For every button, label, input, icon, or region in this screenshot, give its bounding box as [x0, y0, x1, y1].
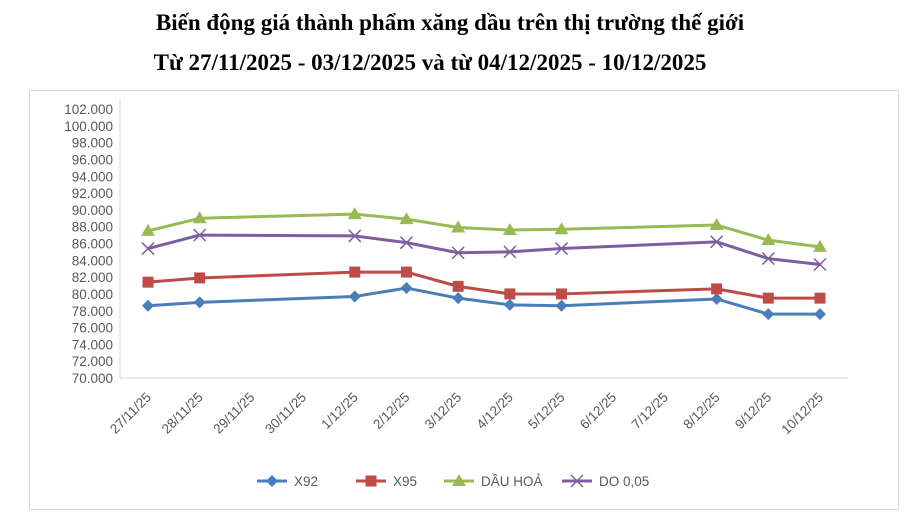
- x-tick-label: 28/11/25: [159, 390, 206, 437]
- data-point: [813, 257, 827, 272]
- y-tick-label: 70.000: [72, 371, 113, 386]
- y-tick-label: 96.000: [72, 152, 113, 167]
- data-point: [192, 211, 207, 224]
- data-point: [399, 236, 413, 250]
- data-point: [452, 280, 464, 292]
- series-line-0: [147, 286, 820, 316]
- x-tick-label: 10/12/25: [778, 390, 826, 438]
- chart-title: Biến động giá thành phẩm xăng dầu trên t…: [155, 10, 745, 35]
- y-tick-label: 72.000: [72, 354, 113, 369]
- y-tick-label: 86.000: [72, 237, 113, 252]
- x-tick-label: 29/11/25: [210, 390, 257, 437]
- data-point: [452, 292, 465, 305]
- series-line-3: [147, 233, 821, 267]
- x-tick-label: 4/12/25: [474, 390, 516, 432]
- data-point: [556, 288, 568, 300]
- y-tick-label: 82.000: [72, 270, 113, 285]
- data-point: [710, 292, 723, 305]
- data-point: [400, 266, 412, 278]
- data-point: [194, 272, 206, 284]
- legend-label: X95: [393, 474, 417, 489]
- data-point: [709, 218, 724, 231]
- data-point: [710, 235, 724, 249]
- data-point: [555, 299, 568, 312]
- data-point: [193, 296, 206, 309]
- data-point: [761, 252, 775, 266]
- y-tick-label: 102.000: [64, 102, 113, 117]
- data-point: [814, 308, 826, 321]
- y-tick-label: 98.000: [72, 136, 113, 151]
- y-tick-label: 92.000: [72, 186, 113, 201]
- data-point: [400, 282, 413, 295]
- legend-marker: [452, 474, 466, 486]
- legend-marker: [266, 475, 278, 487]
- legend-label: DẦU HOẢ: [481, 474, 543, 489]
- x-tick-label: 7/12/25: [629, 390, 671, 432]
- data-point: [349, 266, 361, 278]
- x-tick-label: 30/11/25: [262, 390, 309, 437]
- x-tick-label: 5/12/25: [525, 390, 567, 432]
- y-tick-label: 88.000: [72, 220, 113, 235]
- data-point: [399, 212, 414, 225]
- data-point: [141, 242, 155, 256]
- data-point: [142, 299, 154, 312]
- data-point: [502, 223, 517, 236]
- x-tick-label: 9/12/25: [732, 390, 774, 432]
- chart-subtitle: Từ 27/11/2025 - 03/12/2025 và từ 04/12/2…: [153, 50, 707, 75]
- y-tick-label: 84.000: [72, 253, 113, 268]
- y-tick-label: 78.000: [72, 304, 113, 319]
- y-tick-label: 100.000: [64, 119, 113, 134]
- x-tick-label: 8/12/25: [680, 390, 722, 432]
- legend-marker: [570, 474, 584, 488]
- series-line-1: [147, 270, 820, 300]
- data-point: [141, 223, 155, 236]
- chart-frame: [29, 90, 899, 510]
- data-point: [555, 242, 569, 256]
- data-point: [711, 283, 723, 295]
- legend-marker: [365, 475, 377, 487]
- data-point: [193, 228, 207, 242]
- x-tick-label: 3/12/25: [422, 390, 464, 432]
- data-point: [347, 207, 362, 220]
- data-point: [814, 292, 826, 304]
- y-tick-label: 80.000: [72, 287, 113, 302]
- data-point: [504, 288, 516, 300]
- data-point: [142, 276, 154, 288]
- data-point: [348, 290, 361, 303]
- y-tick-label: 94.000: [72, 169, 113, 184]
- data-point: [762, 292, 774, 304]
- data-point: [762, 308, 775, 321]
- x-tick-label: 27/11/25: [107, 390, 154, 437]
- y-tick-label: 90.000: [72, 203, 113, 218]
- data-point: [554, 222, 569, 235]
- x-tick-label: 1/12/25: [318, 390, 360, 432]
- y-tick-label: 74.000: [72, 337, 113, 352]
- data-point: [813, 239, 827, 252]
- data-point: [451, 220, 466, 233]
- data-point: [451, 246, 465, 260]
- legend-label: DO 0,05: [599, 474, 649, 489]
- legend-label: X92: [294, 474, 318, 489]
- data-point: [348, 229, 362, 243]
- data-point: [503, 245, 517, 259]
- x-tick-label: 6/12/25: [577, 390, 619, 432]
- data-point: [761, 233, 776, 246]
- series-line-2: [147, 212, 821, 249]
- x-tick-label: 2/12/25: [370, 390, 412, 432]
- data-point: [503, 298, 516, 311]
- y-tick-label: 76.000: [72, 321, 113, 336]
